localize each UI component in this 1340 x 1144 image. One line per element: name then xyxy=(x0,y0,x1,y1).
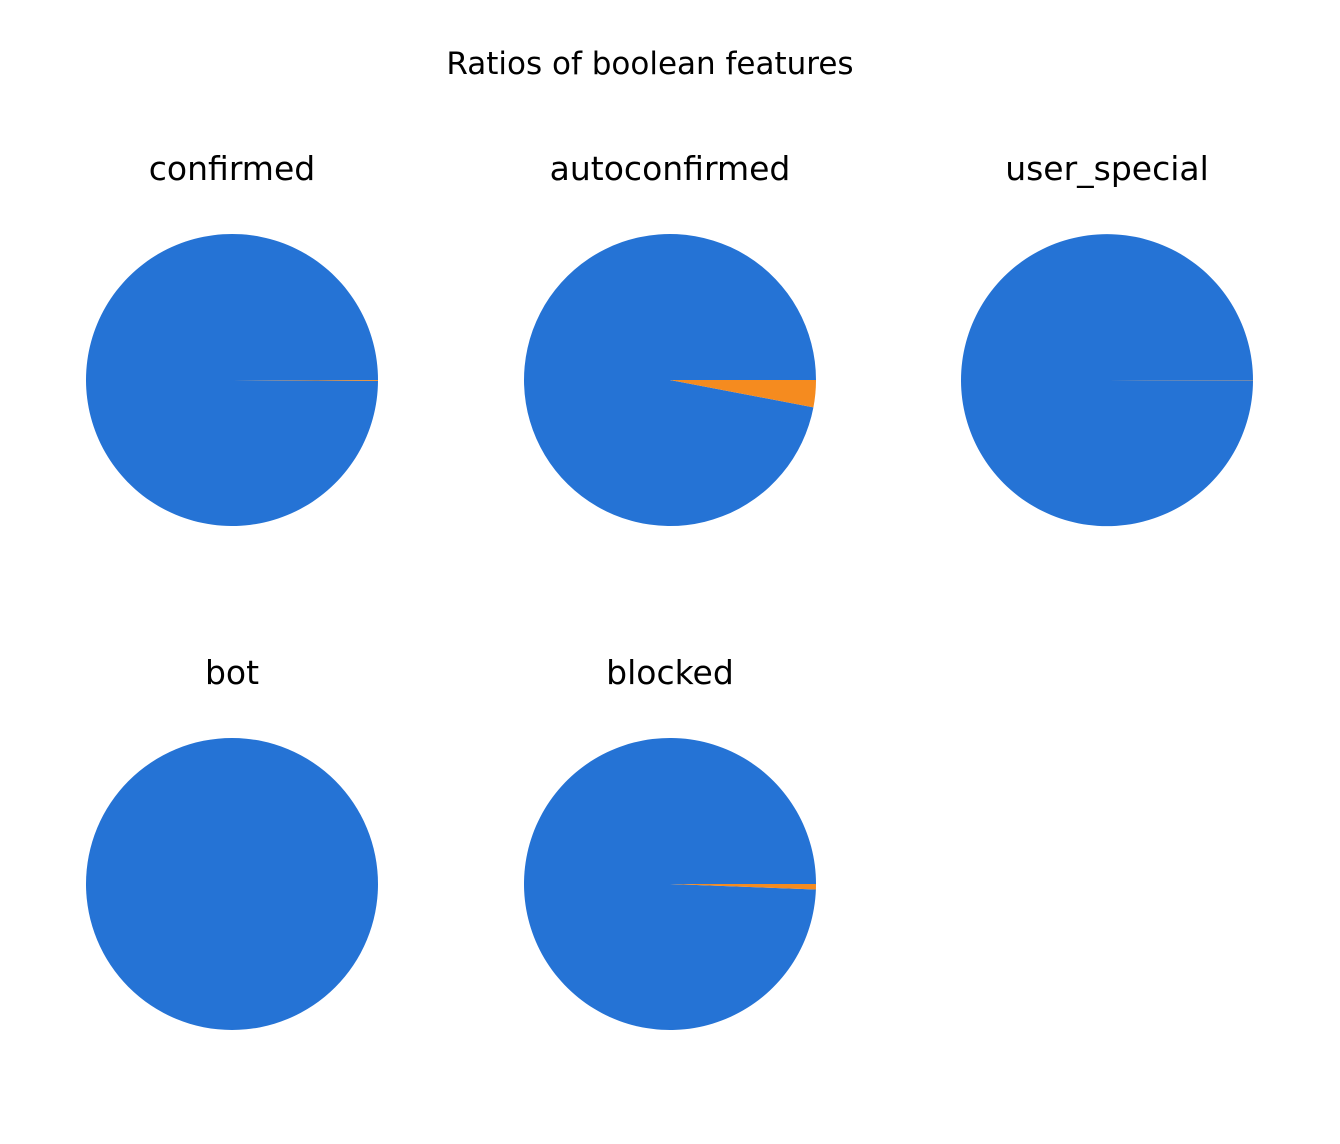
pie-slice-blocked-true xyxy=(670,884,816,890)
pie-title-user-special: user_special xyxy=(1005,149,1209,188)
pie-slice-user-special-false xyxy=(961,234,1253,527)
pie-title-autoconfirmed: autoconfirmed xyxy=(550,149,791,188)
pie-slice-bot-false xyxy=(86,738,378,1030)
pie-title-confirmed: confirmed xyxy=(149,149,315,188)
pie-slice-confirmed-false xyxy=(85,233,378,526)
pie-slice-blocked-false xyxy=(524,737,816,1030)
pie-panel-autoconfirmed: autoconfirmed xyxy=(524,149,816,527)
pie-slice-confirmed-true xyxy=(232,380,378,381)
pie-title-bot: bot xyxy=(205,653,259,692)
pie-panel-blocked: blocked xyxy=(524,653,816,1030)
pie-slice-autoconfirmed-true xyxy=(670,380,816,408)
pie-panel-bot: bot xyxy=(86,653,378,1030)
pie-title-blocked: blocked xyxy=(606,653,734,692)
pie-slice-autoconfirmed-false xyxy=(524,234,816,527)
pie-panel-confirmed: confirmed xyxy=(85,149,378,526)
pie-panel-user-special: user_special xyxy=(961,149,1253,527)
chart-title: Ratios of boolean features xyxy=(446,46,853,82)
